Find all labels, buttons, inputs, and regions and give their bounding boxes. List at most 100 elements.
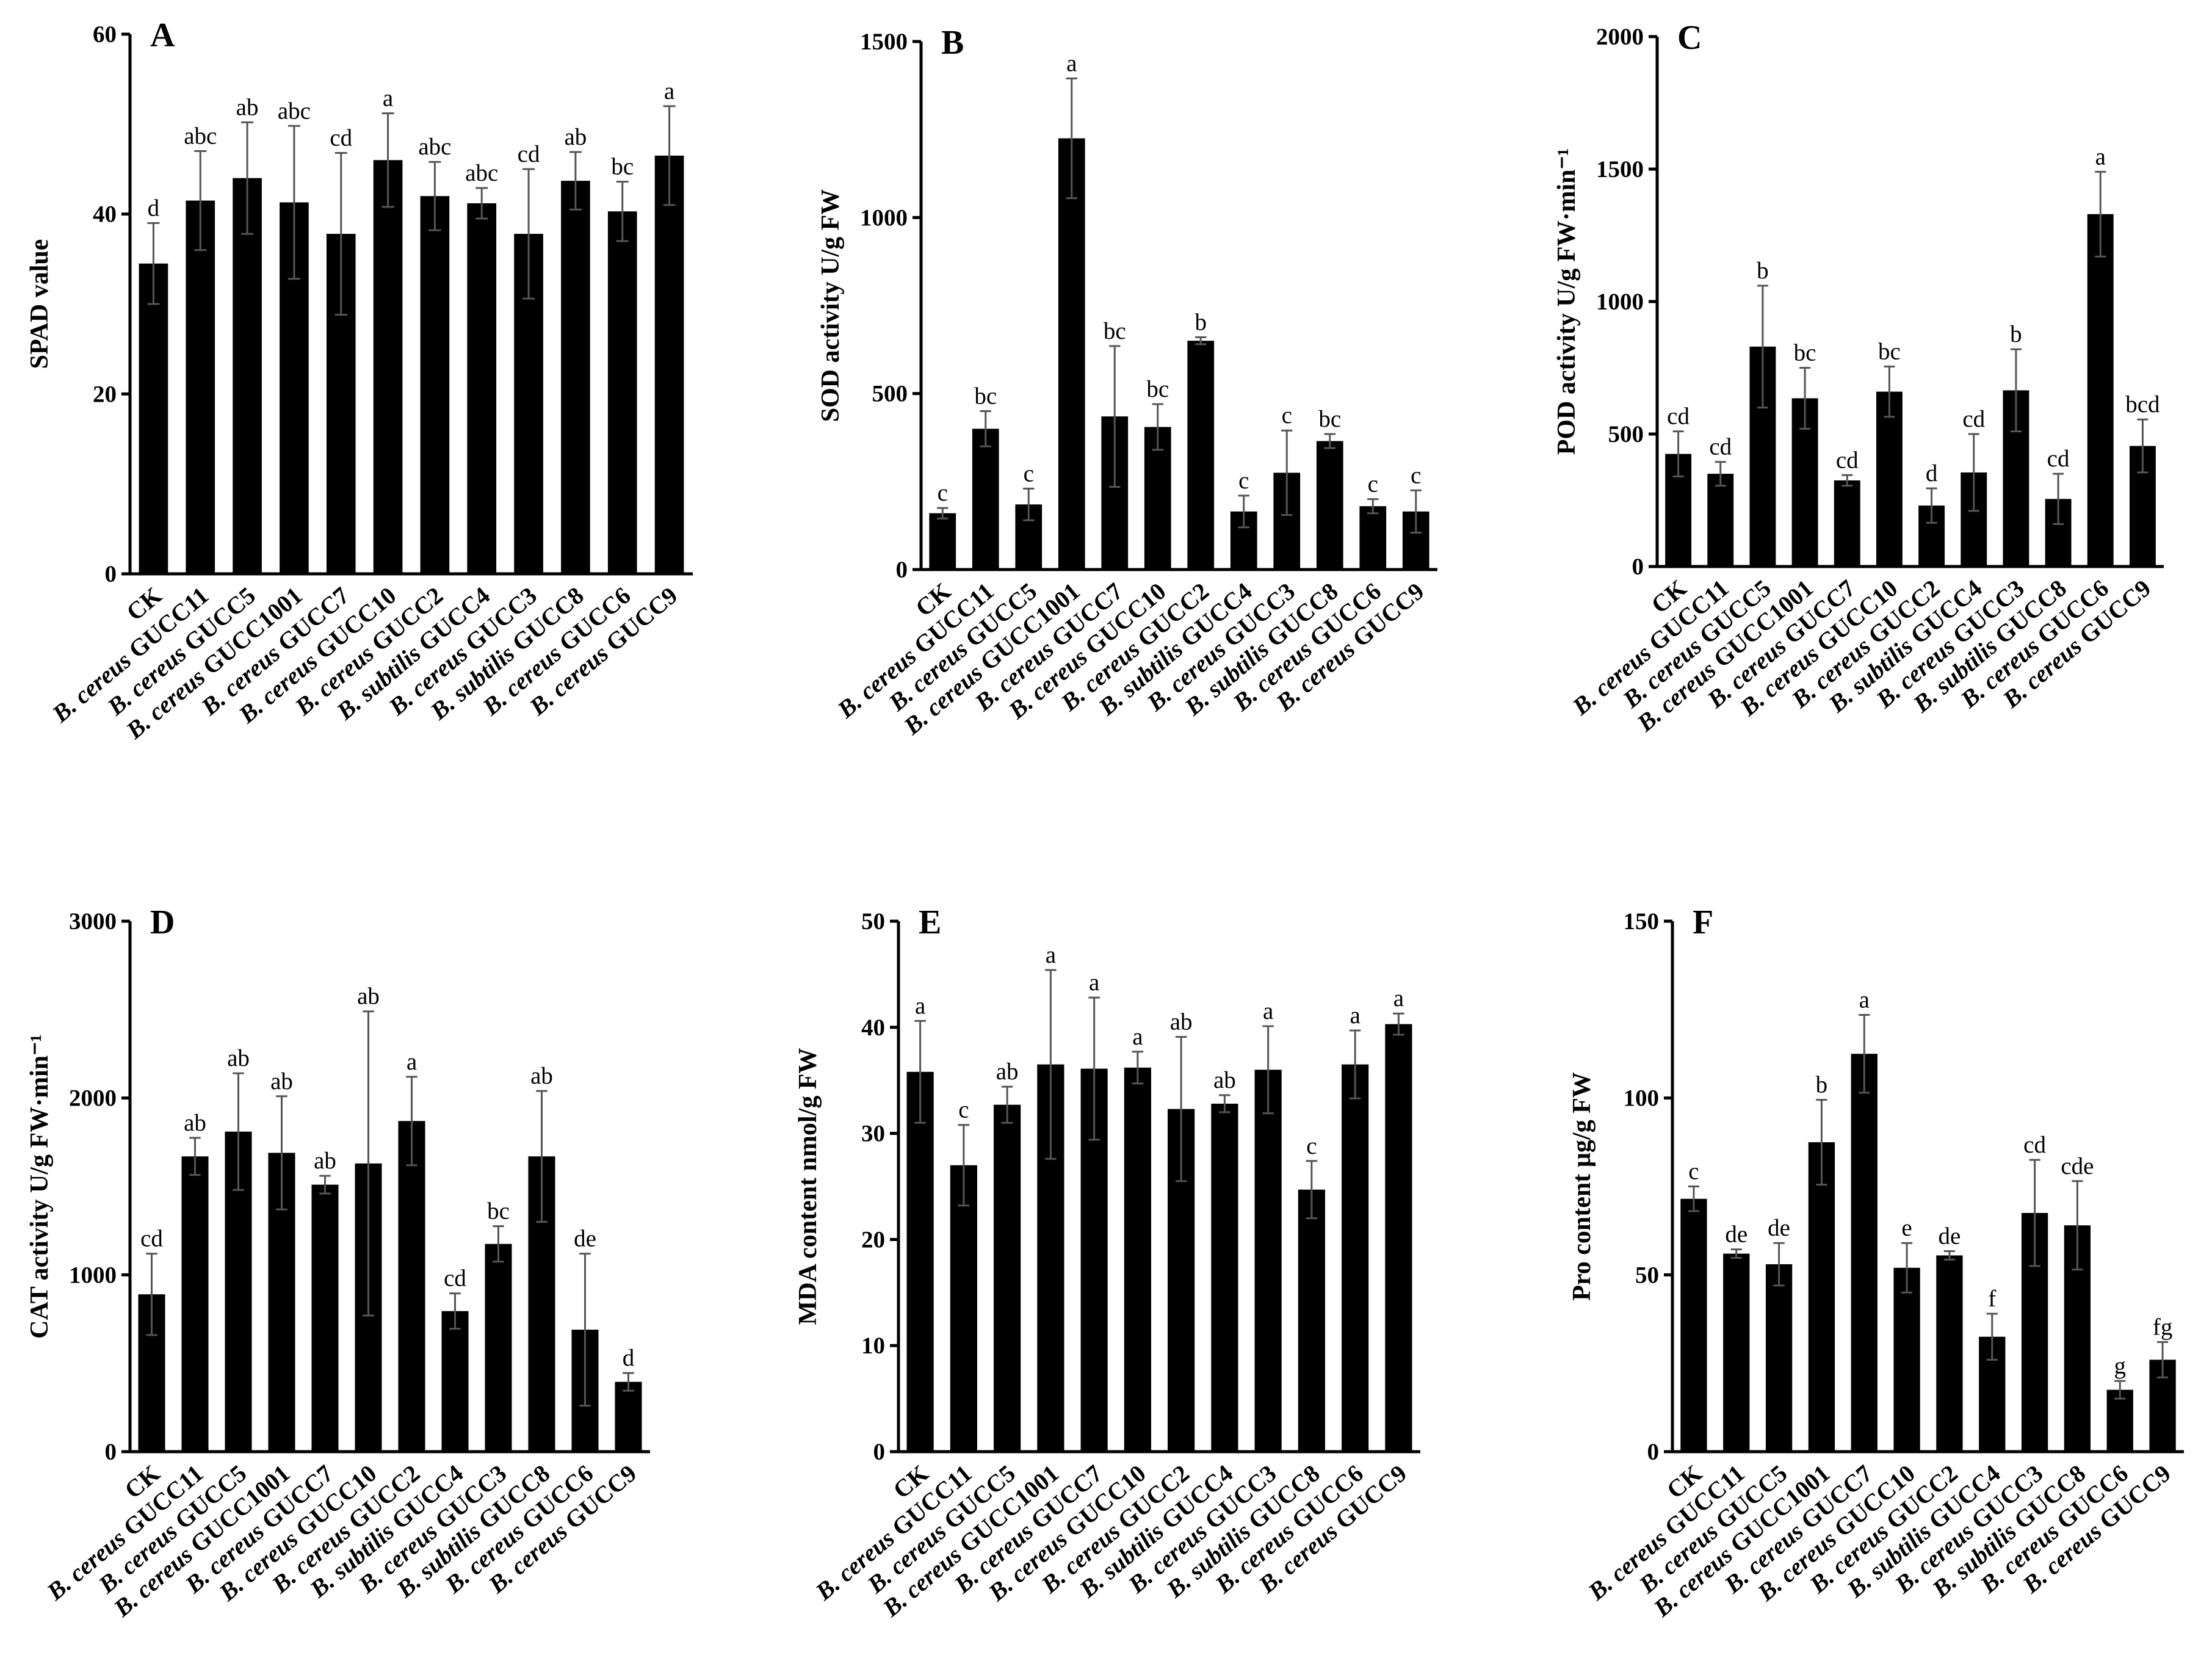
y-tick-label: 1000 [860, 205, 908, 231]
bar [441, 1311, 469, 1452]
significance-label: ab [1213, 1067, 1236, 1093]
significance-label: bc [1104, 318, 1126, 344]
significance-label: cd [2023, 1132, 2046, 1158]
significance-label: ab [270, 1068, 293, 1095]
bar [2087, 214, 2114, 567]
y-axis-title: SOD activity U/g FW [817, 189, 845, 422]
error-bar [189, 1137, 201, 1176]
y-tick-label: 2000 [1596, 24, 1644, 50]
significance-label: cde [2061, 1153, 2094, 1179]
significance-label: de [1725, 1222, 1747, 1248]
error-bar [1088, 996, 1100, 1141]
bar [950, 1165, 977, 1452]
error-bar [1152, 403, 1163, 451]
significance-label: d [623, 1345, 635, 1371]
error-bar [493, 1225, 504, 1263]
y-tick-label: 1000 [69, 1262, 117, 1288]
error-bar [1023, 487, 1035, 521]
y-tick-label: 30 [861, 1121, 885, 1147]
chart-panel-d: 0 1000 2000 3000 D CAT activity U/g FW·min⁻¹ c… [26, 903, 650, 1623]
bar [485, 1244, 512, 1452]
bar [1359, 506, 1387, 570]
error-bar [2010, 348, 2022, 433]
error-bar [1367, 498, 1379, 515]
error-bar [1324, 433, 1335, 449]
error-bar [194, 150, 207, 252]
significance-label: d [148, 195, 160, 221]
error-bar [1045, 969, 1057, 1160]
significance-label: cd [1667, 404, 1690, 430]
y-tick-label: 10 [861, 1333, 885, 1359]
error-bar [937, 507, 949, 520]
bar [1124, 1067, 1151, 1452]
error-bar [1884, 365, 1895, 418]
bar [1187, 341, 1215, 570]
significance-label: c [938, 480, 948, 506]
error-bar [663, 105, 676, 206]
error-bar [1262, 1025, 1274, 1115]
significance-label: bc [611, 154, 634, 180]
bar [1707, 474, 1734, 567]
significance-label: abc [465, 160, 498, 186]
error-bar [1195, 336, 1207, 346]
error-bar [1799, 367, 1811, 430]
significance-label: a [915, 993, 925, 1019]
error-bar [146, 1253, 157, 1336]
significance-label: c [1411, 462, 1421, 488]
significance-label: a [1046, 942, 1056, 968]
error-bar [1841, 474, 1853, 487]
significance-label: ab [996, 1059, 1019, 1085]
significance-label: a [1393, 985, 1404, 1012]
error-bar [1001, 1085, 1013, 1124]
error-bar [1901, 1242, 1913, 1294]
significance-label: a [383, 85, 393, 112]
y-tick-label: 0 [105, 561, 117, 587]
error-bar [1175, 1035, 1187, 1182]
bar [607, 211, 637, 574]
error-bar [381, 112, 394, 208]
bar [1808, 1142, 1835, 1452]
error-bar [2156, 1341, 2169, 1378]
y-tick-label: 1500 [1596, 156, 1644, 183]
significance-label: de [1768, 1215, 1790, 1241]
y-tick-label: 500 [1608, 421, 1644, 447]
error-bar [2072, 1180, 2083, 1271]
bar [972, 429, 999, 570]
significance-label: ab [227, 1045, 250, 1071]
significance-label: de [574, 1226, 596, 1252]
error-bar [2095, 170, 2106, 258]
panel-letter: B [941, 24, 964, 62]
error-bar [2137, 418, 2149, 474]
significance-label: bc [1794, 340, 1816, 366]
significance-label: bc [1146, 376, 1169, 402]
error-bar [1816, 1099, 1827, 1186]
bar [420, 196, 450, 574]
error-bar [241, 121, 254, 235]
significance-label: c [1306, 1133, 1317, 1159]
chart-panel-c: 0 500 1000 1500 2000 C POD activity U/g FW·min… [1553, 19, 2164, 737]
y-tick-label: 500 [872, 381, 908, 407]
bar [994, 1104, 1021, 1452]
error-bar [1238, 494, 1249, 529]
significance-label: a [1859, 987, 1870, 1013]
bar [373, 160, 403, 574]
error-bar [958, 1124, 970, 1207]
significance-label: ab [1170, 1008, 1193, 1035]
y-tick-label: 50 [861, 908, 885, 935]
error-bar [1393, 1012, 1404, 1036]
significance-label: bcd [2125, 391, 2160, 418]
significance-label: bc [1878, 338, 1901, 364]
y-axis-title: CAT activity U/g FW·min⁻¹ [26, 1034, 54, 1339]
error-bar [2114, 1380, 2126, 1400]
error-bar [428, 161, 441, 231]
bar [1316, 441, 1343, 570]
significance-label: ab [184, 1110, 206, 1136]
significance-label: b [1195, 309, 1207, 335]
error-bar [1132, 1051, 1144, 1085]
y-axis-title: POD activity U/g FW·min⁻¹ [1553, 148, 1581, 455]
significance-label: b [1757, 258, 1769, 284]
significance-label: d [1926, 460, 1938, 487]
significance-label: abc [418, 134, 451, 160]
error-bar [363, 1010, 374, 1317]
